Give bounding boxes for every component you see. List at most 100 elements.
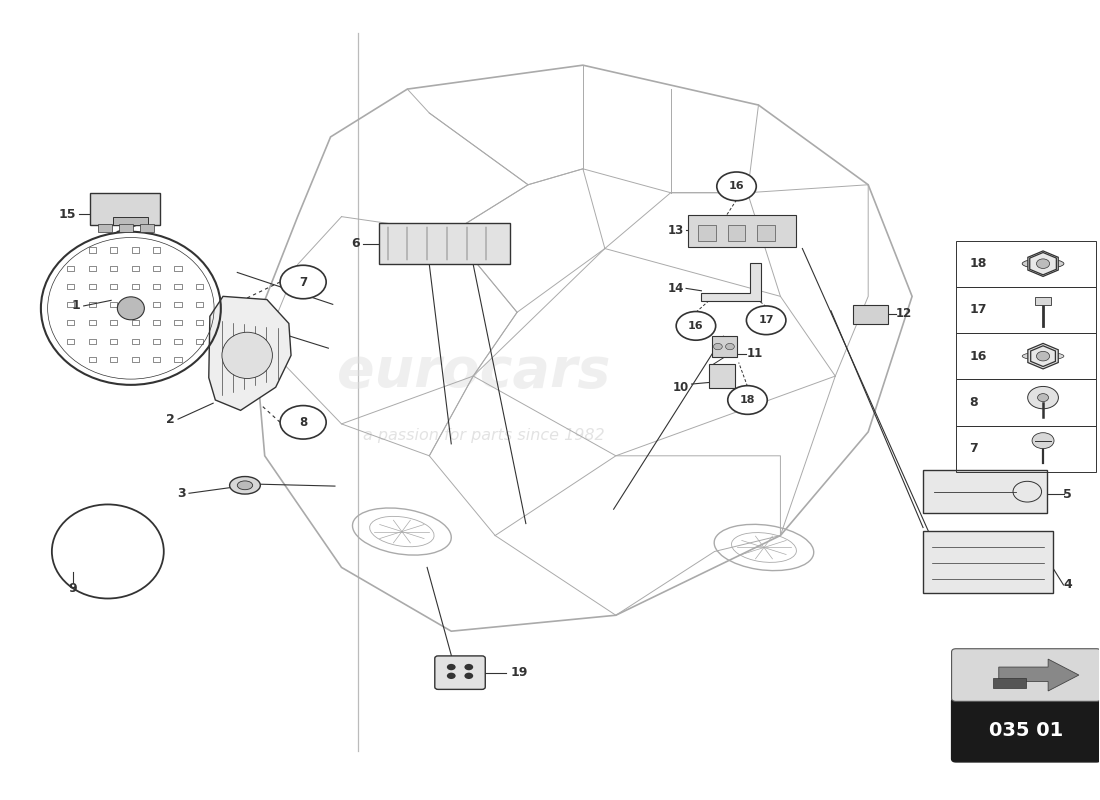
Text: 8: 8: [299, 416, 307, 429]
Text: 17: 17: [969, 303, 987, 317]
Ellipse shape: [222, 332, 273, 378]
Bar: [175, 320, 182, 326]
Text: 14: 14: [668, 282, 684, 295]
Bar: [175, 338, 182, 344]
Bar: [132, 357, 139, 362]
Polygon shape: [702, 263, 761, 301]
Bar: [175, 357, 182, 362]
Circle shape: [464, 664, 473, 670]
Polygon shape: [1030, 253, 1056, 275]
Text: 6: 6: [352, 238, 360, 250]
Bar: [89, 338, 96, 344]
FancyBboxPatch shape: [90, 193, 161, 225]
Polygon shape: [999, 659, 1079, 691]
Bar: [132, 247, 139, 253]
Bar: [119, 224, 133, 232]
Bar: [698, 225, 716, 241]
Bar: [175, 302, 182, 307]
Text: 18: 18: [739, 395, 756, 405]
Bar: [110, 284, 118, 289]
Ellipse shape: [230, 477, 261, 494]
FancyBboxPatch shape: [689, 215, 795, 247]
Text: 10: 10: [673, 381, 690, 394]
Bar: [196, 338, 204, 344]
Circle shape: [747, 306, 785, 334]
Bar: [140, 224, 154, 232]
Bar: [89, 284, 96, 289]
Bar: [67, 338, 75, 344]
Text: 8: 8: [969, 396, 978, 409]
Circle shape: [1037, 394, 1048, 402]
Bar: [175, 284, 182, 289]
FancyBboxPatch shape: [952, 698, 1100, 762]
FancyBboxPatch shape: [378, 223, 510, 265]
Text: 19: 19: [510, 666, 528, 679]
Bar: [196, 284, 204, 289]
Text: 16: 16: [969, 350, 987, 362]
Bar: [89, 320, 96, 326]
Text: 9: 9: [68, 582, 77, 594]
Text: 16: 16: [728, 182, 745, 191]
FancyBboxPatch shape: [713, 336, 737, 357]
Text: 5: 5: [1064, 487, 1072, 501]
Text: 12: 12: [895, 307, 912, 321]
Text: a passion for parts since 1982: a passion for parts since 1982: [363, 428, 605, 443]
Bar: [110, 357, 118, 362]
Text: 035 01: 035 01: [989, 721, 1064, 739]
Text: 15: 15: [58, 208, 76, 221]
Circle shape: [1036, 259, 1049, 269]
Bar: [67, 320, 75, 326]
Bar: [153, 338, 161, 344]
Bar: [993, 678, 1026, 688]
Text: 16: 16: [689, 321, 704, 331]
Bar: [67, 284, 75, 289]
Text: 18: 18: [969, 257, 987, 270]
Circle shape: [728, 386, 768, 414]
Text: 7: 7: [969, 442, 978, 455]
Ellipse shape: [118, 297, 144, 320]
Circle shape: [1027, 386, 1058, 409]
Polygon shape: [1027, 251, 1058, 277]
Text: 13: 13: [668, 224, 684, 237]
Bar: [132, 284, 139, 289]
Ellipse shape: [1022, 259, 1064, 269]
Bar: [175, 266, 182, 271]
Ellipse shape: [1022, 352, 1064, 360]
Ellipse shape: [238, 481, 253, 490]
Bar: [728, 225, 746, 241]
Circle shape: [717, 172, 757, 201]
Circle shape: [447, 673, 455, 679]
Bar: [132, 302, 139, 307]
Circle shape: [464, 673, 473, 679]
Bar: [110, 302, 118, 307]
Bar: [153, 302, 161, 307]
Circle shape: [726, 343, 735, 350]
Text: 4: 4: [1064, 578, 1072, 591]
Bar: [110, 247, 118, 253]
Bar: [196, 320, 204, 326]
Circle shape: [280, 406, 327, 439]
Bar: [153, 357, 161, 362]
Text: 17: 17: [758, 315, 774, 326]
Bar: [132, 338, 139, 344]
Bar: [89, 247, 96, 253]
Bar: [67, 266, 75, 271]
Bar: [98, 224, 112, 232]
FancyBboxPatch shape: [434, 656, 485, 690]
FancyBboxPatch shape: [710, 364, 736, 388]
Text: eurocars: eurocars: [337, 345, 609, 399]
Polygon shape: [1031, 346, 1055, 366]
Bar: [113, 218, 148, 226]
Bar: [110, 266, 118, 271]
Bar: [89, 266, 96, 271]
Circle shape: [1036, 351, 1049, 361]
Bar: [758, 225, 774, 241]
Bar: [89, 302, 96, 307]
Text: 11: 11: [747, 347, 762, 360]
Polygon shape: [1027, 343, 1058, 369]
Bar: [153, 320, 161, 326]
Polygon shape: [209, 296, 292, 410]
Bar: [110, 320, 118, 326]
Bar: [67, 302, 75, 307]
Bar: [132, 266, 139, 271]
